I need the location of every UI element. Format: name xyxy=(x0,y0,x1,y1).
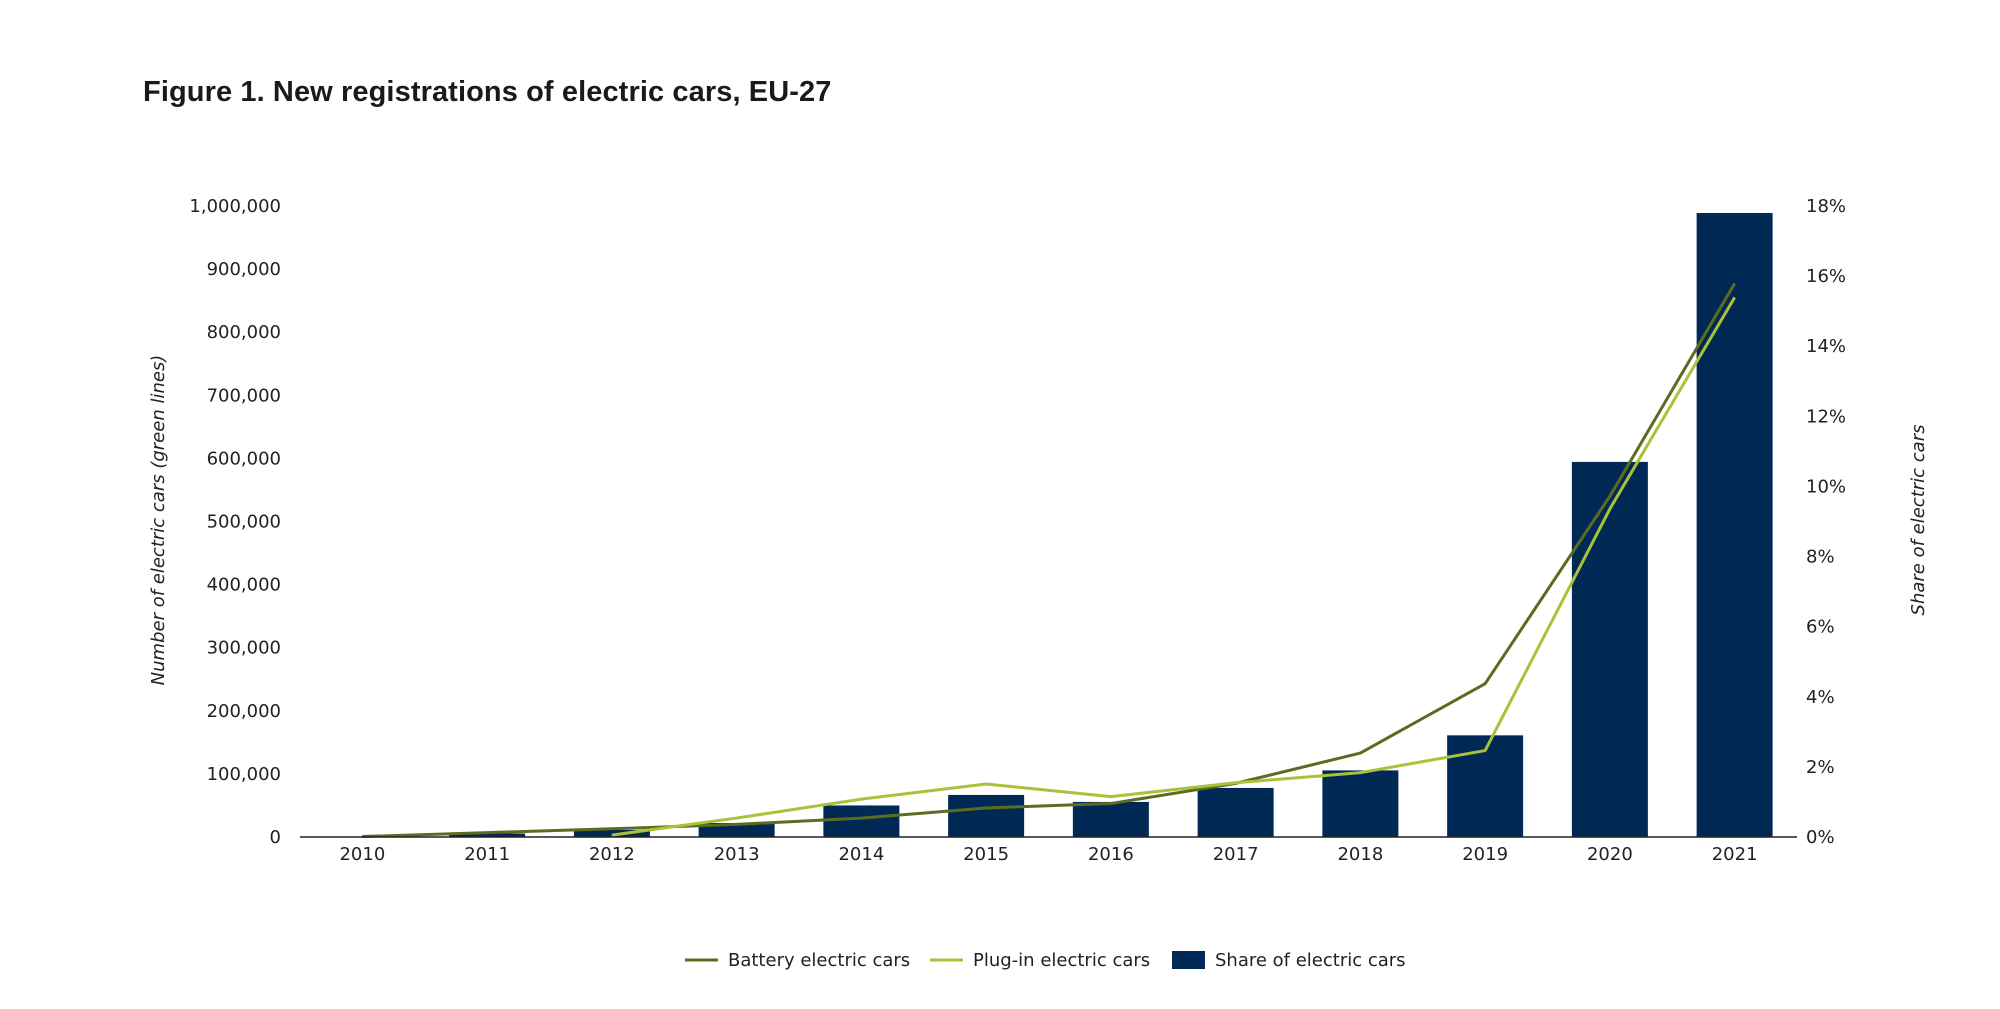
right-axis-ticks: 0% 2% 4% 6% 8% 10% 12% 14% 16% 18% xyxy=(1806,196,1846,848)
x-tick-label: 2011 xyxy=(464,844,510,865)
bar-2012 xyxy=(573,829,650,837)
y2-axis-title: Share of electric cars xyxy=(1908,425,1929,616)
plugin-point-2013 xyxy=(736,817,738,819)
battery-point-2020 xyxy=(1609,495,1611,497)
y-tick-label: 700,000 xyxy=(207,385,281,406)
y2-tick-label: 0% xyxy=(1806,827,1835,848)
battery-point-2011 xyxy=(486,832,488,834)
y2-tick-label: 8% xyxy=(1806,547,1835,568)
y-tick-label: 0 xyxy=(270,827,281,848)
y2-tick-label: 6% xyxy=(1806,617,1835,638)
y2-tick-label: 16% xyxy=(1806,266,1846,287)
y2-tick-label: 10% xyxy=(1806,476,1846,497)
x-axis-ticks: 2010 2011 2012 2013 2014 2015 2016 2017 2018 2019… xyxy=(339,844,1757,865)
bar-2016 xyxy=(1072,801,1149,837)
battery-point-2014 xyxy=(860,817,862,819)
y2-tick-label: 4% xyxy=(1806,687,1835,708)
x-tick-label: 2010 xyxy=(339,844,385,865)
bar-2018 xyxy=(1322,770,1399,837)
y2-tick-label: 14% xyxy=(1806,336,1846,357)
x-tick-label: 2012 xyxy=(589,844,635,865)
x-tick-label: 2020 xyxy=(1587,844,1633,865)
y-tick-label: 100,000 xyxy=(207,764,281,785)
legend-item-plugin: Plug-in electric cars xyxy=(930,950,1150,971)
left-axis-ticks: 0 100,000 200,000 300,000 400,000 500,000 600,… xyxy=(189,196,281,848)
y2-tick-label: 2% xyxy=(1806,757,1835,778)
plugin-point-2012 xyxy=(611,834,613,836)
x-tick-label: 2021 xyxy=(1712,844,1758,865)
line-plugin xyxy=(611,296,1736,837)
bar-2021 xyxy=(1696,213,1773,837)
battery-point-2012 xyxy=(611,828,613,830)
y-tick-label: 900,000 xyxy=(207,259,281,280)
legend-label: Plug-in electric cars xyxy=(973,950,1150,971)
y-tick-label: 500,000 xyxy=(207,512,281,533)
x-tick-label: 2018 xyxy=(1337,844,1383,865)
plugin-point-2018 xyxy=(1359,772,1361,774)
bar-2017 xyxy=(1197,787,1274,837)
legend-item-battery: Battery electric cars xyxy=(685,950,910,971)
x-tick-label: 2015 xyxy=(963,844,1009,865)
plugin-point-2017 xyxy=(1235,782,1237,784)
plugin-point-2015 xyxy=(985,783,987,785)
battery-point-2013 xyxy=(736,823,738,825)
y-tick-label: 300,000 xyxy=(207,638,281,659)
y-tick-label: 800,000 xyxy=(207,322,281,343)
plugin-point-2021 xyxy=(1734,296,1736,298)
plugin-point-2020 xyxy=(1609,508,1611,510)
plugin-point-2019 xyxy=(1484,750,1486,752)
y-axis-title: Number of electric cars (green lines) xyxy=(148,355,169,686)
bar-2015 xyxy=(948,794,1025,837)
y2-tick-label: 12% xyxy=(1806,406,1846,427)
legend-label: Share of electric cars xyxy=(1215,950,1406,971)
x-tick-label: 2016 xyxy=(1088,844,1134,865)
y-tick-label: 400,000 xyxy=(207,575,281,596)
x-tick-label: 2019 xyxy=(1462,844,1508,865)
legend-item-share: Share of electric cars xyxy=(1172,950,1406,971)
x-tick-label: 2014 xyxy=(838,844,884,865)
bar-2011 xyxy=(449,833,526,837)
y-tick-label: 600,000 xyxy=(207,448,281,469)
y-tick-label: 1,000,000 xyxy=(189,196,281,217)
battery-point-2021 xyxy=(1734,283,1736,285)
bar-2014 xyxy=(823,805,900,837)
y-tick-label: 200,000 xyxy=(207,701,281,722)
battery-point-2018 xyxy=(1359,752,1361,754)
line-battery xyxy=(362,282,1736,839)
plugin-point-2014 xyxy=(860,798,862,800)
x-tick-label: 2013 xyxy=(714,844,760,865)
bar-2020 xyxy=(1571,461,1648,837)
legend-label: Battery electric cars xyxy=(728,950,910,971)
legend: Battery electric cars Plug-in electric ca… xyxy=(685,950,1406,971)
bar-series xyxy=(449,213,1773,837)
battery-point-2019 xyxy=(1484,683,1486,685)
battery-point-2015 xyxy=(985,807,987,809)
line-series xyxy=(361,282,1736,839)
page-title: Figure 1. New registrations of electric … xyxy=(143,76,832,108)
battery-point-2016 xyxy=(1110,803,1112,805)
x-tick-label: 2017 xyxy=(1213,844,1259,865)
legend-swatch xyxy=(1172,951,1205,969)
plugin-point-2016 xyxy=(1110,796,1112,798)
y2-tick-label: 18% xyxy=(1806,196,1846,217)
bar-2019 xyxy=(1447,735,1524,837)
